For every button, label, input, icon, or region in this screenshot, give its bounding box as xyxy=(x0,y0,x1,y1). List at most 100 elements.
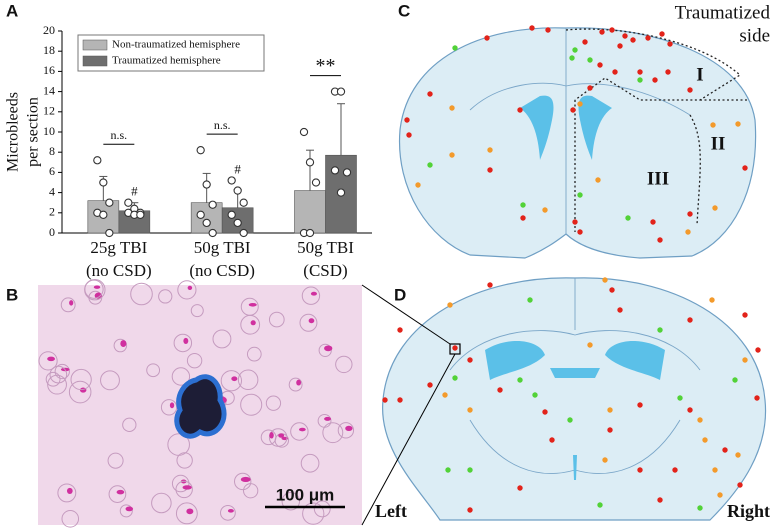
bleed-dot xyxy=(427,382,433,388)
data-point xyxy=(336,87,346,96)
nucleus xyxy=(231,376,238,382)
microbleed-deposit xyxy=(174,374,227,439)
bleed-dot xyxy=(735,121,741,127)
side-label: Traumatized xyxy=(675,2,771,23)
cell xyxy=(302,502,325,525)
significance-label: n.s. xyxy=(214,118,231,132)
nucleus xyxy=(116,489,125,495)
nucleus xyxy=(120,340,127,347)
bleed-dot xyxy=(645,35,651,41)
cell xyxy=(175,502,198,525)
data-point xyxy=(233,218,242,228)
region-label: II xyxy=(711,133,726,154)
cell xyxy=(337,422,355,439)
nucleus xyxy=(308,318,315,324)
cell xyxy=(234,472,252,491)
y-tick-label: 10 xyxy=(43,124,55,138)
region-label: I xyxy=(696,64,703,85)
cell xyxy=(84,278,106,301)
data-point xyxy=(124,198,133,207)
cell xyxy=(190,304,204,318)
legend-label: Traumatized hemisphere xyxy=(112,55,221,67)
bleed-dot xyxy=(577,101,583,107)
inset-line xyxy=(361,284,451,345)
bleed-dot xyxy=(452,45,458,51)
nucleus xyxy=(278,433,285,438)
bleed-dot xyxy=(602,457,608,463)
panel-label: D xyxy=(394,285,406,304)
y-tick-label: 6 xyxy=(49,164,55,178)
cell xyxy=(158,289,173,304)
bleed-dot xyxy=(517,377,523,383)
cell xyxy=(246,346,262,362)
x-tick-label: 50g TBI xyxy=(194,238,251,257)
bleed-dot xyxy=(442,392,448,398)
data-point xyxy=(305,158,315,167)
bleed-dot xyxy=(487,282,493,288)
y-tick-label: 16 xyxy=(43,63,55,77)
bleed-dot xyxy=(542,207,548,213)
data-point xyxy=(202,218,211,228)
x-tick-label: (no CSD) xyxy=(86,261,152,280)
cell xyxy=(212,329,232,349)
bleed-dot xyxy=(427,162,433,168)
bleed-dot xyxy=(587,57,593,63)
bleed-dot xyxy=(545,27,551,33)
bleed-dot xyxy=(637,77,643,83)
bleed-dot xyxy=(697,505,703,511)
cell xyxy=(268,311,285,328)
cell xyxy=(220,504,236,521)
bleed-dot xyxy=(397,327,403,333)
bleed-dots xyxy=(382,25,761,513)
bleed-dot xyxy=(582,39,588,45)
side-label: side xyxy=(739,25,770,46)
bleed-dot xyxy=(487,147,493,153)
significance-label: ** xyxy=(316,55,336,77)
data-point xyxy=(208,200,217,209)
bleed-dot xyxy=(737,482,743,488)
bleed-dot xyxy=(397,397,403,403)
cell xyxy=(268,428,288,447)
bleed-dot xyxy=(657,237,663,243)
bleed-dot xyxy=(577,192,583,198)
bleed-dot xyxy=(710,122,716,128)
y-axis-label: Microbleeds xyxy=(5,92,22,172)
nucleus xyxy=(269,432,274,439)
bleed-dot xyxy=(497,387,503,393)
bleed-dot xyxy=(572,219,578,225)
cell xyxy=(299,313,318,332)
cell xyxy=(220,370,242,392)
cell xyxy=(260,429,277,446)
cell xyxy=(100,370,120,391)
y-axis-label: per section xyxy=(25,97,42,167)
bleed-dot xyxy=(742,312,748,318)
nucleus xyxy=(310,291,317,296)
bleed-dot xyxy=(622,33,628,39)
ventricle xyxy=(550,368,600,480)
cell xyxy=(186,352,203,369)
ventricle xyxy=(520,95,554,160)
bleed-dot xyxy=(529,25,535,31)
nucleus xyxy=(94,292,102,299)
bleed-dot xyxy=(520,215,526,221)
bleed-dot xyxy=(572,47,578,53)
bleed-dot xyxy=(672,467,678,473)
bar-chart: 0 2 4 6 8 10 12 14 16 18 20 Microbleeds per section 2… xyxy=(5,23,372,280)
data-point xyxy=(202,180,211,189)
data-point xyxy=(330,166,340,175)
cell xyxy=(122,417,137,432)
bleed-dot xyxy=(599,29,605,35)
y-tick-label: 12 xyxy=(43,104,55,118)
ventricle xyxy=(578,95,612,160)
data-point xyxy=(342,168,352,177)
bleed-dot xyxy=(517,485,523,491)
bleed-dot xyxy=(667,41,673,47)
cell xyxy=(107,452,124,469)
bleed-dot xyxy=(742,165,748,171)
bleed-dot xyxy=(665,69,671,75)
nucleus xyxy=(345,425,353,431)
data-point xyxy=(299,127,309,137)
nucleus xyxy=(240,476,251,483)
nucleus xyxy=(296,379,302,386)
cell xyxy=(237,369,259,391)
